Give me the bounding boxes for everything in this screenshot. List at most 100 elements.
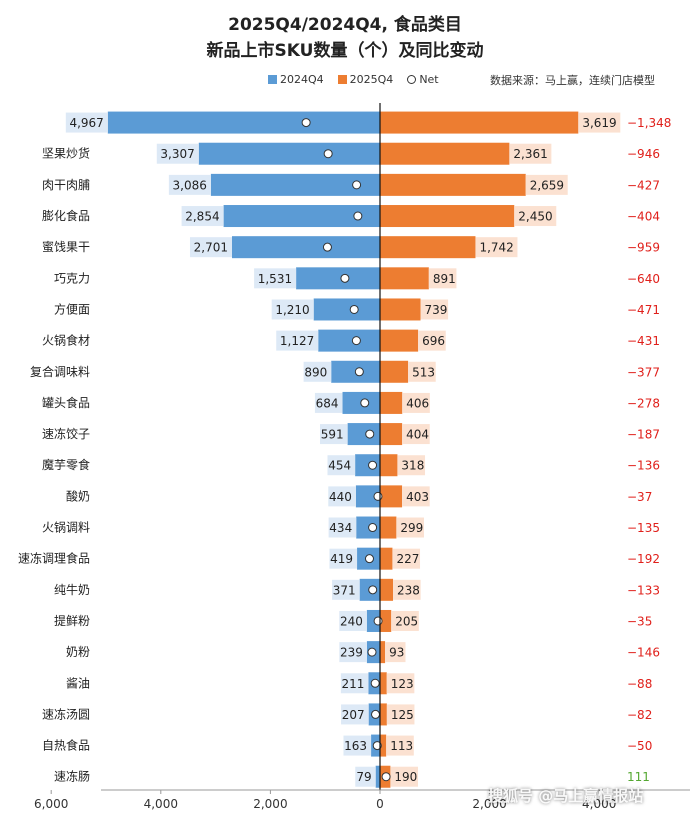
value-label-2025: 1,742 [479, 241, 513, 255]
net-value-label: −404 [627, 210, 660, 224]
value-label-bg-2024 [303, 361, 332, 382]
value-label-bg-2025 [385, 642, 406, 663]
legend-swatch-2025 [337, 75, 347, 84]
category-label: 方便面 [54, 301, 90, 316]
value-label-2024: 163 [344, 739, 367, 753]
x-tick-label: 0 [376, 797, 384, 811]
net-marker [368, 523, 378, 533]
legend-label-net: Net [419, 73, 439, 86]
value-label-2024: 434 [329, 521, 352, 535]
bar-2025 [380, 205, 515, 228]
bar-2024 [375, 765, 380, 788]
value-label-2025: 2,659 [530, 178, 564, 192]
category-label: 罐头食品 [42, 395, 90, 410]
net-marker [368, 460, 378, 470]
value-label-bg-2025 [525, 174, 568, 195]
value-label-bg-2024 [339, 642, 367, 663]
value-label-bg-2025 [514, 206, 557, 227]
value-label-bg-2025 [397, 455, 426, 476]
category-label: 复合调味料 [30, 364, 90, 379]
bar-2024 [210, 173, 380, 196]
net-value-label: −427 [627, 178, 660, 192]
value-label-2024: 4,967 [69, 116, 103, 130]
bar-2025 [380, 672, 387, 695]
value-label-bg-2025 [408, 361, 436, 382]
value-label-2025: 891 [433, 272, 456, 286]
value-label-bg-2025 [386, 704, 415, 725]
value-label-bg-2025 [578, 112, 621, 133]
value-label-2025: 3,619 [582, 116, 616, 130]
bar-2025 [380, 111, 579, 134]
value-label-2025: 299 [400, 521, 423, 535]
value-label-2024: 591 [321, 428, 344, 442]
bar-2025 [380, 454, 398, 477]
net-value-label: −187 [627, 428, 660, 442]
value-label-2024: 454 [328, 459, 351, 473]
legend: 2024Q4 2025Q4 Net [268, 73, 439, 86]
net-value-label: −471 [627, 303, 660, 317]
net-marker [352, 180, 362, 190]
net-marker [360, 398, 370, 408]
category-label: 肉干肉脯 [42, 178, 90, 192]
bar-2025 [380, 547, 393, 570]
net-value-label: −146 [627, 646, 660, 660]
value-label-2025: 2,361 [513, 147, 547, 161]
bar-2024 [347, 423, 380, 446]
category-label: 速冻肠 [54, 769, 90, 784]
value-label-bg-2024 [320, 424, 348, 445]
net-marker [371, 709, 381, 719]
value-label-bg-2024 [329, 548, 358, 569]
bar-2024 [223, 205, 380, 228]
value-label-2024: 1,210 [275, 303, 309, 317]
category-label: 巧克力 [54, 271, 90, 285]
bar-2025 [380, 236, 476, 259]
net-marker [353, 211, 363, 221]
net-value-label: −135 [627, 521, 660, 535]
value-label-2025: 205 [395, 614, 418, 628]
value-label-bg-2025 [391, 610, 419, 631]
chart-title-line2: 新品上市SKU数量（个）及同比变动 [206, 41, 484, 61]
net-marker [381, 772, 391, 782]
net-value-label: −1,348 [627, 116, 671, 130]
value-label-2024: 240 [340, 614, 363, 628]
value-label-2024: 1,127 [280, 334, 314, 348]
value-label-2025: 739 [424, 303, 447, 317]
category-label: 速冻调理食品 [18, 551, 90, 566]
net-marker [365, 429, 375, 439]
value-label-bg-2024 [341, 704, 369, 725]
bar-2025 [380, 267, 429, 290]
value-label-bg-2024 [254, 268, 297, 289]
value-label-bg-2025 [509, 143, 552, 164]
value-label-bg-2024 [339, 610, 367, 631]
value-label-2025: 238 [397, 583, 420, 597]
value-label-bg-2024 [189, 237, 232, 258]
data-source-note: 数据来源：马上赢，连续门店模型 [490, 74, 655, 87]
bar-2025 [380, 298, 421, 321]
value-label-bg-2025 [402, 424, 430, 445]
bar-2024 [366, 609, 380, 632]
net-value-label: −133 [627, 583, 660, 597]
value-label-bg-2025 [402, 486, 430, 507]
bar-2025 [380, 142, 510, 165]
net-marker [373, 616, 383, 626]
value-label-bg-2025 [392, 548, 421, 569]
value-label-2025: 406 [406, 396, 429, 410]
net-value-label: −50 [627, 739, 652, 753]
value-label-bg-2024 [276, 330, 319, 351]
net-value-label: −946 [627, 147, 660, 161]
value-label-bg-2025 [428, 268, 457, 289]
category-label: 蜜饯果干 [42, 239, 90, 254]
bar-2024 [355, 454, 380, 477]
net-marker [322, 242, 332, 252]
value-label-2025: 93 [389, 646, 404, 660]
category-label: 提鲜粉 [54, 613, 90, 628]
value-label-bg-2024 [355, 766, 376, 787]
net-value-label: 111 [627, 770, 650, 784]
legend-item-2025: 2025Q4 [337, 73, 393, 86]
legend-item-net: Net [407, 73, 439, 86]
bar-2025 [380, 173, 526, 196]
value-label-bg-2024 [332, 579, 360, 600]
bar-2025 [380, 485, 403, 508]
value-label-bg-2024 [181, 206, 224, 227]
category-label: 速冻汤圆 [42, 706, 90, 721]
